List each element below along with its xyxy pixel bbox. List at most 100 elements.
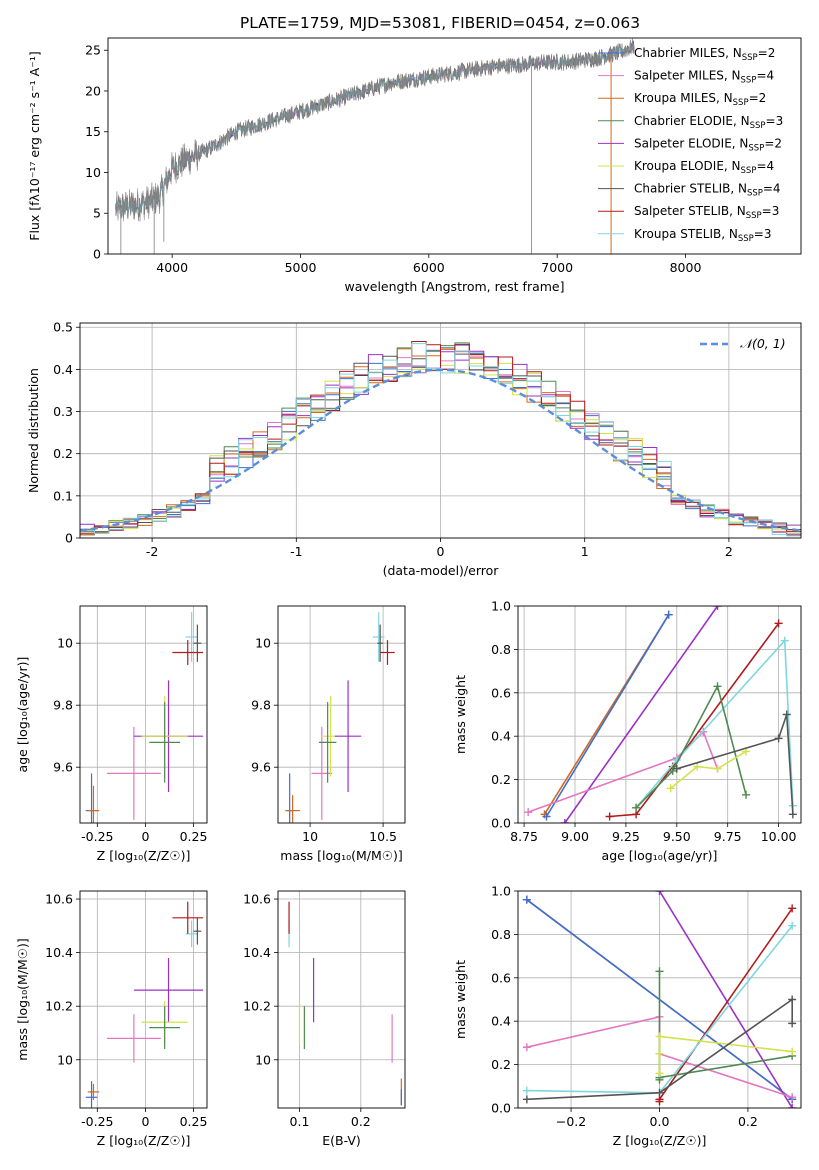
weight_vs_Z-marker-chabrier_stelib bbox=[788, 995, 797, 1004]
legend-label-sub: SSP bbox=[742, 53, 758, 63]
weight_vs_Z-xtick-label: 0.2 bbox=[738, 1114, 758, 1129]
weight_vs_Z-marker-chabrier_elodie bbox=[655, 967, 664, 976]
spectrum-ytick-label: 5 bbox=[93, 206, 101, 221]
weight_vs_age-series-kroupa_stelib bbox=[635, 638, 794, 809]
residuals-xtick-label: -1 bbox=[290, 544, 302, 559]
weight_vs_age-marker-chabrier_miles bbox=[664, 610, 673, 619]
weight_vs_Z-marker-chabrier_miles bbox=[522, 895, 531, 904]
weight_vs_age-plot-area bbox=[518, 606, 801, 823]
weight_vs_age-xtick-label: 9.25 bbox=[612, 829, 640, 844]
legend-label-tail: =4 bbox=[763, 182, 781, 196]
spectrum-panel: 4000 5000 6000 7000 8000 0 5 10 15 20 25 wavelength… bbox=[27, 37, 802, 294]
mass_vs_ebv-ytick-label: 10 bbox=[255, 1052, 271, 1067]
weight_vs_Z-ylabel: mass weight bbox=[453, 960, 468, 1039]
age_vs_Z-ytick-label: 10 bbox=[57, 636, 73, 651]
weight_vs_Z-marker-kroupa_elodie bbox=[655, 1032, 664, 1041]
weight_vs_Z-series-chabrier_stelib bbox=[526, 997, 793, 1101]
legend-label-tail: =2 bbox=[758, 46, 776, 60]
spectrum-ytick-label: 0 bbox=[93, 247, 101, 262]
spectrum-ytick-label: 10 bbox=[85, 165, 101, 180]
mass_vs_Z-ytick-label: 10.4 bbox=[45, 945, 73, 960]
spectrum-xtick-label: 5000 bbox=[285, 260, 317, 275]
weight_vs_age-ytick-label: 0.6 bbox=[491, 685, 511, 700]
weight_vs_Z-series-kroupa_elodie bbox=[658, 1035, 793, 1074]
weight_vs_age-ytick-label: 0.4 bbox=[491, 729, 511, 744]
weight_vs_Z-marker-salpeter_miles bbox=[788, 1093, 797, 1102]
weight_vs_age-marker-salpeter_stelib bbox=[605, 812, 614, 821]
legend-label-main: Kroupa MILES, N bbox=[634, 91, 733, 105]
weight_vs_age-xtick-label: 9.50 bbox=[663, 829, 691, 844]
legend-label-tail: =4 bbox=[756, 69, 774, 83]
legend-label-main: Salpeter STELIB, N bbox=[634, 204, 746, 218]
weight_vs_age-marker-chabrier_elodie bbox=[713, 682, 722, 691]
age_vs_mass-axes-frame bbox=[277, 605, 406, 824]
weight_vs_age-series-chabrier_elodie bbox=[635, 684, 747, 809]
weight_vs_age-marker-kroupa_elodie bbox=[693, 762, 702, 771]
weight_vs_age-xtick-label: 10.00 bbox=[761, 829, 797, 844]
weight_vs_Z-marker-kroupa_elodie bbox=[655, 1069, 664, 1078]
weight_vs_age-marker-kroupa_elodie bbox=[713, 764, 722, 773]
weight_vs_Z-marker-salpeter_elodie bbox=[655, 891, 664, 895]
weight_vs_age-marker-kroupa_elodie bbox=[666, 784, 675, 793]
weight_vs_Z-ytick-label: 0.2 bbox=[491, 1057, 511, 1072]
legend-label-sub: SSP bbox=[750, 121, 766, 131]
legend-label-tail: =2 bbox=[764, 136, 782, 150]
legend-label-chabrier_miles: Chabrier MILES, NSSP=2 bbox=[634, 46, 775, 63]
mass_vs_ebv-ytick-label: 10.6 bbox=[243, 892, 271, 907]
weight_vs_Z-marker-kroupa_elodie bbox=[788, 1047, 797, 1056]
weight_vs_age-marker-chabrier_elodie bbox=[668, 766, 677, 775]
age_vs_Z-xtick-label: -0.25 bbox=[81, 829, 113, 844]
spectrum-ytick-label: 25 bbox=[85, 43, 101, 58]
spectrum-xlabel: wavelength [Angstrom, rest frame] bbox=[344, 279, 564, 294]
weight_vs_Z-marker-kroupa_stelib bbox=[788, 921, 797, 930]
mass_vs_ebv-ytick-label: 10.4 bbox=[243, 945, 271, 960]
histogram-salpeter_stelib bbox=[80, 341, 801, 534]
weight_vs_age-series-chabrier_miles bbox=[545, 614, 670, 817]
weight_vs_age-marker-chabrier_elodie bbox=[632, 803, 641, 812]
mass_vs_Z-axes-frame bbox=[79, 890, 208, 1109]
weight_vs_Z-xtick-label: 0.0 bbox=[650, 1114, 670, 1129]
residuals-xlabel: (data-model)/error bbox=[383, 563, 500, 578]
legend-label-main: Chabrier MILES, N bbox=[634, 46, 742, 60]
spectrum-ytick-label: 20 bbox=[85, 83, 101, 98]
spectrum-ytick-label: 15 bbox=[85, 124, 101, 139]
legend-label-sub: SSP bbox=[741, 166, 757, 176]
legend-label-main: Chabrier ELODIE, N bbox=[634, 114, 750, 128]
legend-label-kroupa_stelib: Kroupa STELIB, NSSP=3 bbox=[634, 227, 772, 244]
mass_vs_Z-plot-area bbox=[80, 891, 207, 1108]
normal-reference-curve bbox=[80, 368, 801, 532]
age_vs_mass-ytick-label: 10 bbox=[255, 636, 271, 651]
weight_vs_age-xlabel: age [log₁₀(age/yr)] bbox=[602, 848, 718, 863]
legend-label-tail: =4 bbox=[756, 159, 774, 173]
age_vs_Z-xtick-label: 0 bbox=[141, 829, 149, 844]
residuals-panel: -2 -1 0 1 2 0 0.1 0.2 0.3 0.4 0.5 (data-model)/erro… bbox=[26, 320, 802, 578]
weight_vs_age-axes-frame bbox=[517, 605, 802, 824]
weight_vs_Z-ytick-label: 0.4 bbox=[491, 1014, 511, 1029]
age_vs_Z-panel: -0.25 0 0.25 9.6 9.8 10 Z [log₁₀(Z/Z☉)] age [lo… bbox=[15, 605, 207, 863]
age_vs_Z-plot-area bbox=[80, 606, 207, 823]
legend-label-salpeter_stelib: Salpeter STELIB, NSSP=3 bbox=[634, 204, 779, 221]
legend-label-salpeter_elodie: Salpeter ELODIE, NSSP=2 bbox=[634, 136, 782, 153]
age_vs_mass-xtick-label: 10 bbox=[302, 829, 318, 844]
weight_vs_Z-xtick-label: −0.2 bbox=[556, 1114, 586, 1129]
weight_vs_Z-marker-kroupa_stelib bbox=[522, 1086, 531, 1095]
weight_vs_Z-plot-area bbox=[518, 891, 801, 1108]
weight_vs_Z-axes-frame bbox=[517, 890, 802, 1109]
spectrum-xtick-label: 4000 bbox=[156, 260, 188, 275]
weight_vs_age-marker-salpeter_miles bbox=[524, 808, 533, 817]
age_vs_mass-plot-area bbox=[278, 606, 405, 823]
legend-label-sub: SSP bbox=[746, 211, 762, 221]
residuals-xtick-label: 2 bbox=[725, 544, 733, 559]
weight_vs_age-ylabel: mass weight bbox=[453, 675, 468, 754]
mass_vs_Z-ylabel: mass [log₁₀(M/M☉)] bbox=[15, 938, 30, 1060]
weight_vs_age-marker-chabrier_stelib bbox=[672, 764, 681, 773]
mass_vs_Z-xlabel: Z [log₁₀(Z/Z☉)] bbox=[97, 1133, 191, 1148]
weight_vs_age-series-kroupa_elodie bbox=[670, 750, 747, 789]
spectrum-plot-area bbox=[115, 38, 635, 254]
residuals-xtick-label: 1 bbox=[581, 544, 589, 559]
weight_vs_age-series-chabrier_stelib bbox=[676, 714, 794, 815]
weight_vs_age-marker-chabrier_stelib bbox=[788, 810, 797, 819]
residuals-ytick-label: 0.4 bbox=[53, 362, 73, 377]
